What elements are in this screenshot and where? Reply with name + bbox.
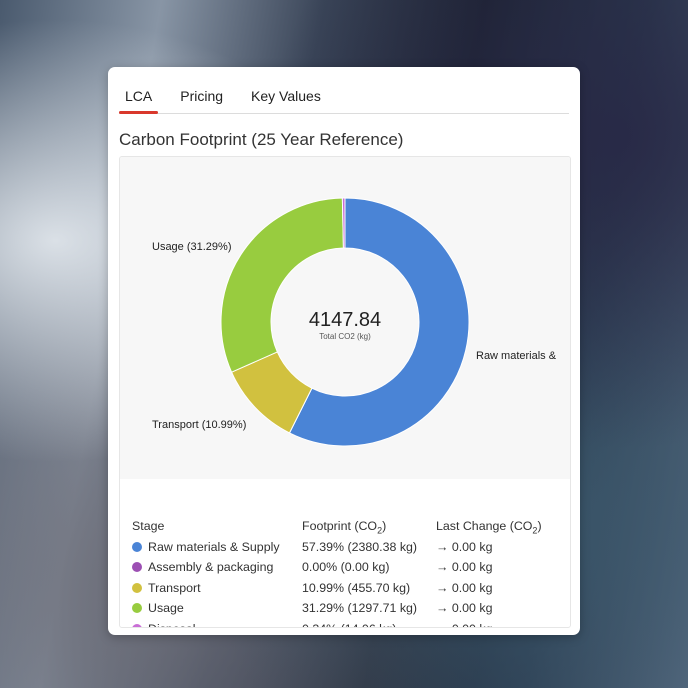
footprint-cell: 10.99% (455.70 kg) xyxy=(302,580,411,595)
last-change-cell: → 0.00 kg xyxy=(436,539,493,554)
slice-label: Transport (10.99%) xyxy=(152,419,246,431)
stage-cell: Raw materials & Supply xyxy=(132,540,280,554)
stage-label: Usage xyxy=(148,601,184,615)
table-row: Assembly & packaging 0.00% (0.00 kg) → 0.0… xyxy=(132,560,562,581)
tab-bar: LCA Pricing Key Values xyxy=(119,77,569,114)
legend-dot xyxy=(132,603,142,613)
stage-label: Transport xyxy=(148,580,201,595)
stage-cell: Disposal xyxy=(132,622,196,628)
table-row: Raw materials & Supply 57.39% (2380.38 kg… xyxy=(132,540,562,561)
slice-usage[interactable] xyxy=(220,197,344,373)
legend-dot xyxy=(132,541,142,552)
stage-label: Raw materials & Supply xyxy=(148,539,280,554)
tab-key-values[interactable]: Key Values xyxy=(251,88,321,104)
stage-cell: Transport xyxy=(132,581,201,595)
footprint-cell: 31.29% (1297.71 kg) xyxy=(302,601,418,615)
stage-label: Disposal xyxy=(148,622,196,628)
slice-disposal[interactable] xyxy=(341,197,346,249)
table-row: Transport 10.99% (455.70 kg) → 0.00 kg xyxy=(132,581,562,602)
table-header-row: Stage Footprint (CO2) Last Change (CO2) xyxy=(132,519,562,540)
last-change-cell: → 0.00 kg xyxy=(436,580,493,595)
tab-lca[interactable]: LCA xyxy=(119,77,159,114)
legend-dot xyxy=(132,582,142,593)
table-body: Raw materials & Supply 57.39% (2380.38 kg… xyxy=(132,540,562,628)
header-footprint-text: Footprint (CO xyxy=(302,519,378,533)
footprint-table: Stage Footprint (CO2) Last Change (CO2) … xyxy=(132,519,562,628)
slice-label: Raw materials & xyxy=(476,350,557,362)
donut-chart: Raw materials & Transport (10.99%) Usage (… xyxy=(152,197,557,447)
header-change-sub: 2 xyxy=(532,525,538,536)
last-change-cell: → 0.00 kg xyxy=(436,622,492,628)
stage-cell: Assembly & packaging xyxy=(132,560,273,574)
stage-cell: Usage xyxy=(132,601,184,615)
legend-dot xyxy=(132,623,142,627)
header-last-change: Last Change (CO2) xyxy=(436,519,542,535)
header-footprint-sub: 2 xyxy=(377,525,383,536)
stage-label: Assembly & packaging xyxy=(148,560,274,574)
table-row: Usage 31.29% (1297.71 kg) → 0.00 kg xyxy=(132,601,562,622)
slice-label: Usage (31.29%) xyxy=(152,241,232,253)
section-title: Carbon Footprint (25 Year Reference) xyxy=(119,130,404,149)
legend-dot xyxy=(132,562,142,572)
last-change-cell: → 0.00 kg xyxy=(436,560,493,574)
header-stage: Stage xyxy=(132,519,165,533)
table-row: Disposal 0.34% (14.06 kg) → 0.00 kg xyxy=(132,622,562,628)
slice-raw-materials-supply[interactable] xyxy=(288,197,470,447)
total-label: Total CO2 (kg) xyxy=(319,332,371,341)
donut-chart-area: Raw materials & Transport (10.99%) Usage (… xyxy=(120,157,570,479)
header-change-text: Last Change (CO xyxy=(436,519,533,533)
tab-pricing[interactable]: Pricing xyxy=(180,88,224,104)
footprint-cell: 0.00% (0.00 kg) xyxy=(302,560,390,574)
footprint-cell: 57.39% (2380.38 kg) xyxy=(302,539,418,554)
header-change-end: ) xyxy=(537,519,542,533)
total-value: 4147.84 xyxy=(309,309,381,331)
chart-panel: Raw materials & Transport (10.99%) Usage (… xyxy=(119,156,571,628)
header-footprint-end: ) xyxy=(382,519,387,533)
lca-card: LCA Pricing Key Values Carbon Footprint … xyxy=(108,67,580,635)
header-footprint: Footprint (CO2) xyxy=(302,519,386,535)
last-change-cell: → 0.00 kg xyxy=(436,601,493,615)
footprint-cell: 0.34% (14.06 kg) xyxy=(302,622,396,628)
